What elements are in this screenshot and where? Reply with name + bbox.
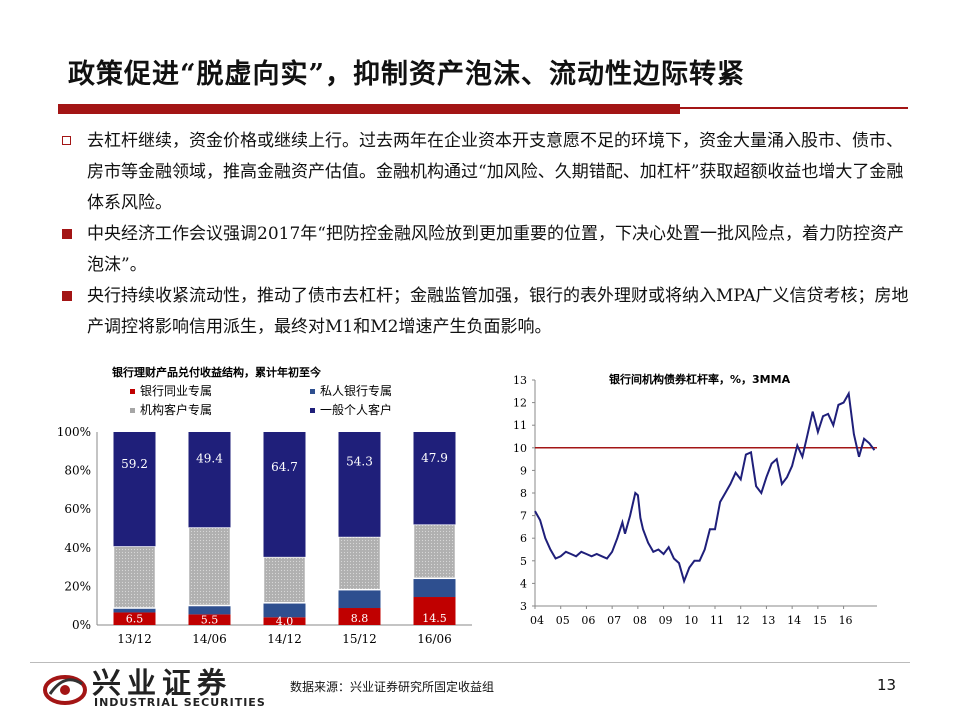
bar-segment [187, 526, 232, 607]
x-tick-label: 13 [761, 614, 775, 627]
bar-segment [413, 432, 456, 525]
bar-segment [113, 608, 156, 613]
y-tick-label: 10 [513, 442, 527, 455]
y-tick-label: 12 [513, 397, 527, 410]
bar-segment [263, 432, 306, 557]
bullet-text: 去杠杆继续，资金价格或继续上行。过去两年在企业资本开支意愿不足的环境下，资金大量… [87, 131, 904, 213]
y-tick-label: 5 [520, 555, 527, 568]
bullet-text: 央行持续收紧流动性，推动了债市去杠杆；金融监管加强，银行的表外理财或将纳入MPA… [87, 286, 909, 337]
y-tick-label: 20% [64, 579, 91, 593]
chart-title: 银行间机构债券杠杆率，%，3MMA [609, 372, 791, 386]
x-tick-label: 14 [787, 614, 801, 627]
x-tick-label: 09 [659, 614, 673, 627]
data-label: 64.7 [271, 460, 298, 474]
bar-segment [263, 617, 306, 625]
x-tick-label: 13/12 [117, 632, 152, 646]
bullet-text: 中央经济工作会议强调2017年“把防控金融风险放到更加重要的位置，下决心处置一批… [87, 224, 904, 275]
x-tick-label: 14/12 [267, 632, 302, 646]
y-tick-label: 13 [513, 374, 527, 387]
y-tick-label: 6 [520, 532, 527, 545]
bond-leverage-line-chart: 3 4 5 6 7 8 9 10 11 12 13 04 05 06 07 08 09 10 11 12 13 14 15 1… [513, 372, 877, 627]
legend-label: 银行同业专属 [140, 383, 212, 398]
x-tick-label: 10 [684, 614, 698, 627]
data-source-note: 数据来源：兴业证券研究所固定收益组 [290, 680, 495, 694]
logo-text-cn: 兴业证券 [92, 666, 233, 700]
legend-swatch [310, 389, 315, 394]
y-tick-label: 8 [520, 487, 527, 500]
bar-segment [113, 612, 156, 625]
x-tick-label: 15 [813, 614, 827, 627]
bullet-item: 中央经济工作会议强调2017年“把防控金融风险放到更加重要的位置，下决心处置一批… [62, 219, 912, 281]
legend-swatch [130, 389, 135, 394]
data-label: 14.5 [422, 612, 447, 625]
data-label: 6.5 [126, 613, 144, 626]
bar-segment [262, 556, 307, 604]
x-tick-label: 16/06 [417, 632, 452, 646]
bar-segment [338, 608, 381, 625]
x-tick-label: 14/06 [192, 632, 227, 646]
data-label: 8.8 [351, 612, 369, 625]
bullet-item: 去杠杆继续，资金价格或继续上行。过去两年在企业资本开支意愿不足的环境下，资金大量… [62, 126, 912, 219]
page-number: 13 [877, 676, 897, 694]
y-tick-label: 9 [520, 464, 527, 477]
x-tick-label: 11 [710, 614, 724, 627]
legend-swatch [310, 408, 315, 413]
footer-divider [30, 662, 910, 663]
bullet-item: 央行持续收紧流动性，推动了债市去杠杆；金融监管加强，银行的表外理财或将纳入MPA… [62, 281, 912, 343]
x-tick-label: 08 [633, 614, 647, 627]
data-label: 59.2 [121, 457, 148, 471]
data-label: 4.0 [276, 615, 294, 628]
data-label: 54.3 [346, 454, 373, 468]
bar-segment [112, 545, 157, 609]
x-tick-label: 04 [530, 614, 544, 627]
page-title: 政策促进“脱虚向实”，抑制资产泡沫、流动性边际转紧 [68, 59, 746, 90]
title-rule-thick [58, 104, 680, 114]
x-tick-label: 05 [556, 614, 570, 627]
chart-title: 银行理财产品兑付收益结构，累计年初至今 [112, 365, 322, 379]
bar-segment [413, 578, 456, 598]
y-tick-label: 80% [64, 464, 91, 478]
legend-label: 私人银行专属 [320, 383, 392, 398]
hollow-square-bullet-icon [62, 136, 71, 145]
solid-square-bullet-icon [62, 229, 72, 239]
bar-segment [188, 614, 231, 625]
bar-segment [188, 605, 231, 615]
x-tick-label: 06 [581, 614, 595, 627]
bar-segment [188, 432, 231, 528]
bar-segment [338, 432, 381, 537]
y-tick-label: 100% [57, 425, 91, 439]
y-tick-label: 60% [64, 502, 91, 516]
y-tick-label: 0% [72, 618, 91, 632]
legend-label: 机构客户专属 [140, 402, 212, 417]
solid-square-bullet-icon [62, 291, 72, 301]
y-tick-label: 11 [513, 419, 527, 432]
bar-segment [337, 536, 382, 591]
data-label: 5.5 [201, 614, 219, 627]
y-tick-label: 4 [520, 577, 527, 590]
bar-segment [263, 602, 306, 618]
data-label: 49.4 [196, 452, 223, 466]
data-label: 47.9 [421, 451, 448, 465]
x-tick-label: 15/12 [342, 632, 377, 646]
bar-segment [338, 589, 381, 609]
series-line [534, 390, 876, 585]
bar-segment [413, 597, 456, 625]
legend-label: 一般个人客户 [320, 402, 392, 417]
bar-segment [113, 432, 156, 547]
bar-segment [412, 523, 457, 580]
y-tick-label: 40% [64, 541, 91, 555]
company-logo: 兴业证券 INDUSTRIAL SECURITIES [40, 664, 270, 716]
title-rule-thin [680, 107, 908, 109]
legend-swatch [130, 408, 135, 413]
y-tick-label: 7 [520, 510, 527, 523]
logo-text-en: INDUSTRIAL SECURITIES [94, 696, 266, 709]
x-tick-label: 07 [607, 614, 621, 627]
y-tick-label: 3 [520, 600, 527, 613]
logo-emblem-icon [43, 675, 87, 705]
bullet-list: 去杠杆继续，资金价格或继续上行。过去两年在企业资本开支意愿不足的环境下，资金大量… [62, 126, 912, 343]
x-tick-label: 12 [736, 614, 750, 627]
x-tick-label: 16 [839, 614, 853, 627]
